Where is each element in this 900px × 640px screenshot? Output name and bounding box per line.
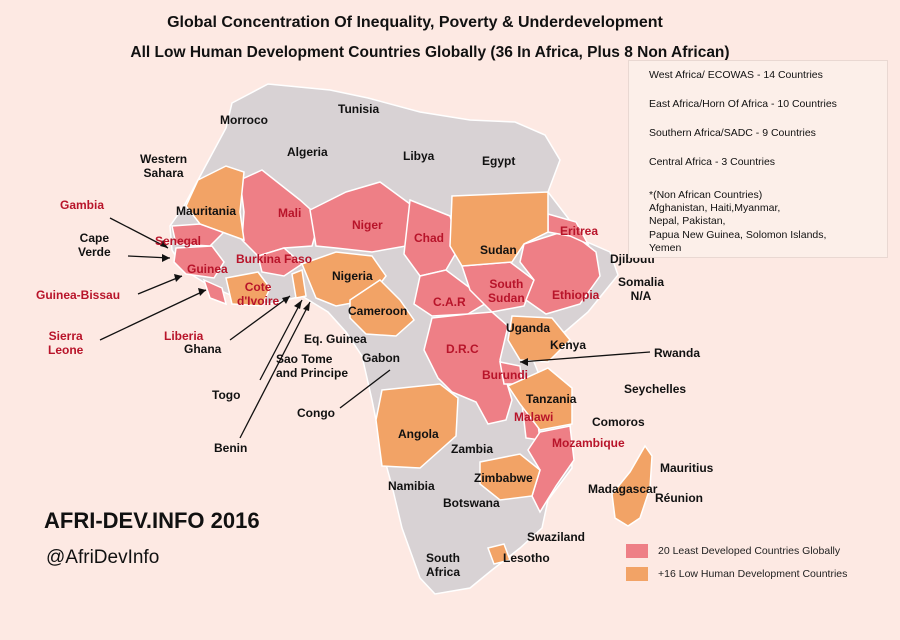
label-madagascar: Madagascar	[588, 482, 658, 496]
legend-swatch-ldc	[626, 544, 648, 558]
mozambique-shape	[527, 425, 575, 514]
label-liberia: Liberia	[164, 329, 204, 343]
brand-text: AFRI-DEV.INFO 2016	[44, 508, 260, 533]
car-shape	[413, 269, 490, 317]
sudan-shape	[449, 191, 549, 267]
label-car: C.A.R	[433, 295, 466, 309]
label-congo: Congo	[297, 406, 335, 420]
label-chad: Chad	[414, 231, 444, 245]
label-botswana: Botswana	[443, 496, 500, 510]
region-info-box: West Africa/ ECOWAS - 14 Countries East …	[628, 60, 888, 258]
map-title: Global Concentration Of Inequality, Pove…	[167, 14, 663, 31]
label-libya: Libya	[403, 149, 435, 163]
cameroon-shape	[349, 279, 415, 337]
label-south-sudan: South Sudan	[488, 277, 525, 305]
label-lesotho: Lesotho	[503, 551, 550, 565]
label-morroco: Morroco	[220, 113, 268, 127]
label-nigeria: Nigeria	[332, 269, 373, 283]
label-cote-divoire: Cote d'Ivoire	[237, 280, 280, 308]
region-west-africa: West Africa/ ECOWAS - 14 Countries	[649, 69, 823, 81]
label-namibia: Namibia	[388, 479, 435, 493]
togo-benin-shape	[291, 268, 307, 299]
label-tunisia: Tunisia	[338, 102, 380, 116]
label-zimbabwe: Zimbabwe	[474, 471, 533, 485]
region-southern-africa: Southern Africa/SADC - 9 Countries	[649, 127, 816, 139]
label-benin: Benin	[214, 441, 248, 455]
label-swaziland: Swaziland	[527, 530, 586, 544]
label-eq-guinea: Eq. Guinea	[304, 332, 367, 346]
legend-swatch-low-hdi	[626, 567, 648, 581]
label-somalia: Somalia N/A	[618, 275, 665, 303]
legend-label-ldc: 20 Least Developed Countries Globally	[658, 545, 841, 557]
label-gabon: Gabon	[362, 351, 400, 365]
label-seychelles: Seychelles	[624, 382, 687, 396]
label-mozambique: Mozambique	[552, 436, 625, 450]
label-sao-tome: Sao Tome and Principe	[276, 352, 349, 380]
mauritania-shape	[185, 165, 245, 242]
drc-shape	[423, 311, 513, 425]
label-mauritania: Mauritania	[176, 204, 237, 218]
label-zambia: Zambia	[451, 442, 494, 456]
liberia-shape	[202, 278, 228, 306]
label-mali: Mali	[278, 206, 302, 220]
madagascar-shape	[611, 444, 653, 527]
social-handle: @AfriDevInfo	[46, 547, 160, 568]
label-cameroon: Cameroon	[348, 304, 408, 318]
guinea-shape	[173, 245, 225, 279]
tanzania-shape	[506, 367, 573, 431]
label-gambia: Gambia	[60, 198, 105, 212]
burkina-shape	[257, 247, 304, 277]
label-burkina-faso: Burkina Faso	[236, 252, 313, 266]
label-uganda: Uganda	[506, 321, 551, 335]
legend-item-low-hdi: +16 Low Human Development Countries	[626, 565, 900, 585]
label-guinea: Guinea	[187, 262, 228, 276]
label-sierra-leone: Sierra Leone	[48, 329, 84, 357]
label-drc: D.R.C	[446, 342, 479, 356]
label-south-africa: South Africa	[426, 551, 461, 579]
label-sudan: Sudan	[480, 243, 517, 257]
label-eritrea: Eritrea	[560, 224, 599, 238]
uganda-kenya-shape	[507, 315, 572, 363]
zimbabwe-shape	[479, 453, 541, 501]
map-subtitle: All Low Human Development Countries Glob…	[130, 44, 730, 61]
label-burundi: Burundi	[482, 368, 528, 382]
label-cape-verde: Cape Verde	[78, 231, 111, 259]
label-angola: Angola	[398, 427, 439, 441]
label-malawi: Malawi	[514, 410, 554, 424]
label-tanzania: Tanzania	[526, 392, 577, 406]
label-rwanda: Rwanda	[654, 346, 701, 360]
lesotho-shape	[487, 543, 511, 565]
label-ghana: Ghana	[184, 342, 222, 356]
cote-divoire-shape	[225, 271, 271, 307]
label-togo: Togo	[212, 388, 241, 402]
label-niger: Niger	[352, 218, 383, 232]
label-algeria: Algeria	[287, 145, 328, 159]
label-guinea-bissau: Guinea-Bissau	[36, 288, 121, 302]
label-senegal: Senegal	[155, 234, 202, 248]
region-east-africa: East Africa/Horn Of Africa - 10 Countrie…	[649, 98, 837, 110]
legend-label-low-hdi: +16 Low Human Development Countries	[658, 568, 848, 580]
label-reunion: Réunion	[655, 491, 703, 505]
senegal-shape	[171, 223, 226, 247]
angola-shape	[375, 383, 459, 469]
label-comoros: Comoros	[592, 415, 645, 429]
label-ethiopia: Ethiopia	[552, 288, 600, 302]
non-african-note: *(Non African Countries) Afghanistan, Ha…	[649, 189, 827, 254]
label-mauritius: Mauritius	[660, 461, 714, 475]
label-egypt: Egypt	[482, 154, 516, 168]
region-central-africa: Central Africa - 3 Countries	[649, 156, 776, 168]
label-kenya: Kenya	[550, 338, 587, 352]
mali-shape	[239, 169, 321, 257]
label-western-sahara: Western Sahara	[140, 152, 188, 180]
legend-item-ldc: 20 Least Developed Countries Globally	[626, 542, 900, 562]
